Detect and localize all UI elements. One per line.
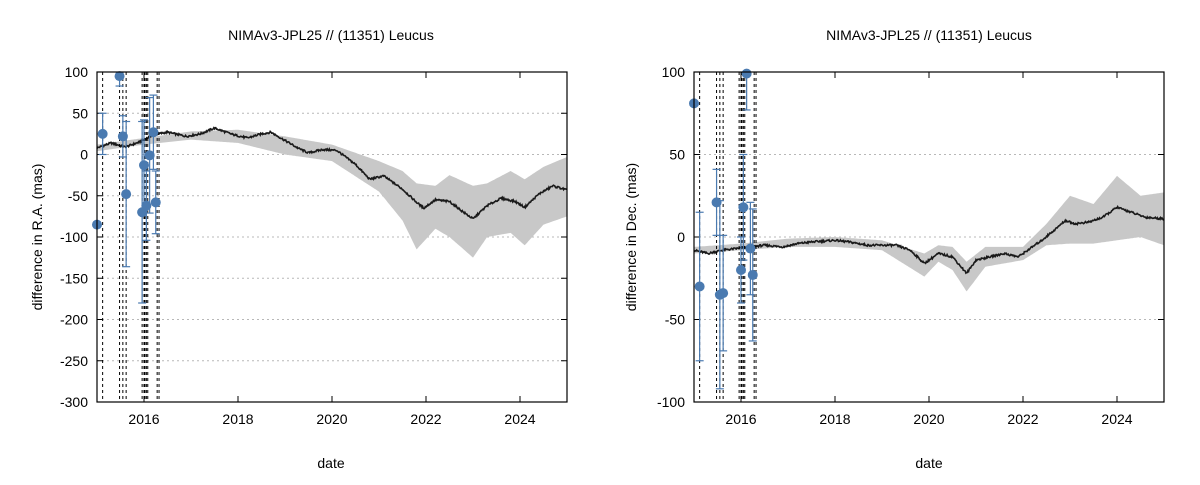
x-tick-label: 2016: [128, 411, 159, 427]
observation-point: [117, 131, 128, 142]
observation-point: [711, 197, 722, 208]
x-tick-label: 2020: [316, 411, 347, 427]
x-tick-label: 2024: [504, 411, 535, 427]
plot-frame: [96, 71, 568, 403]
chart-panel-ra: NIMAv3-JPL25 // (11351) Leucus 100 50 0 -50 -…: [29, 27, 568, 471]
observation-point: [741, 68, 752, 79]
model-curve: [693, 204, 1165, 275]
y-tick-label: -100: [60, 229, 88, 245]
y-tick-label: 100: [662, 64, 686, 80]
chart-panel-dec: NIMAv3-JPL25 // (11351) Leucus 100 50 0 -50 -…: [623, 27, 1165, 471]
observation-point: [114, 71, 125, 82]
x-axis-label: date: [317, 455, 344, 471]
observation-point: [747, 269, 758, 280]
x-tick-label: 2016: [725, 411, 756, 427]
observation-point: [144, 150, 155, 161]
observation-point: [139, 160, 149, 171]
observation-point: [97, 128, 108, 139]
y-axis-label: difference in R.A. (mas): [29, 164, 45, 311]
observation-point: [718, 288, 729, 299]
y-tick-label: -300: [60, 394, 88, 410]
y-tick-label: -50: [665, 312, 685, 328]
x-tick-label: 2022: [410, 411, 441, 427]
model-curve: [96, 126, 568, 219]
observation-point: [141, 200, 152, 211]
y-tick-label: -50: [68, 188, 88, 204]
plot-frame: [693, 71, 1165, 403]
y-tick-label: 0: [80, 147, 88, 163]
observation-point: [736, 265, 746, 275]
y-tick-label: -250: [60, 353, 88, 369]
y-tick-label: 0: [677, 229, 685, 245]
observation-point: [148, 127, 159, 138]
y-axis-label: difference in Dec. (mas): [623, 163, 639, 311]
chart-title: NIMAv3-JPL25 // (11351) Leucus: [826, 27, 1032, 43]
observation-point: [121, 189, 132, 200]
x-tick-label: 2018: [222, 411, 253, 427]
uncertainty-band: [97, 129, 567, 258]
y-tick-label: 100: [65, 64, 89, 80]
y-tick-label: -100: [657, 394, 685, 410]
x-tick-label: 2024: [1101, 411, 1132, 427]
x-tick-label: 2020: [913, 411, 944, 427]
chart-title: NIMAv3-JPL25 // (11351) Leucus: [228, 27, 434, 43]
observation-point: [150, 197, 161, 208]
observation-point: [694, 281, 705, 292]
x-tick-label: 2018: [819, 411, 850, 427]
y-tick-label: -200: [60, 312, 88, 328]
x-axis-label: date: [915, 455, 942, 471]
y-tick-label: -150: [60, 270, 88, 286]
uncertainty-band: [694, 175, 1164, 292]
x-tick-label: 2022: [1007, 411, 1038, 427]
observation-point: [745, 243, 756, 254]
observation-point: [738, 202, 749, 213]
y-tick-label: 50: [669, 147, 685, 163]
y-tick-label: 50: [72, 105, 88, 121]
